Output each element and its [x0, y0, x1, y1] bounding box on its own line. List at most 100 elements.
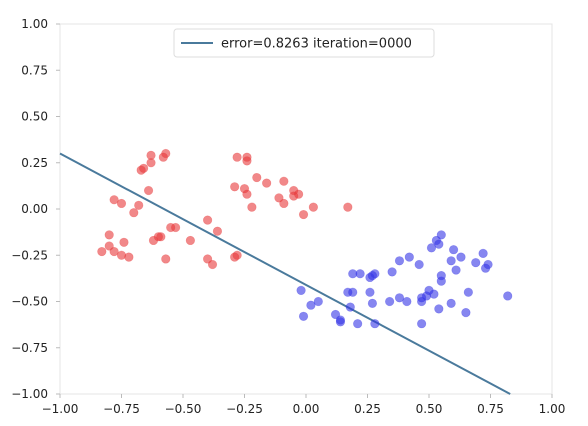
class-blue-point: [446, 256, 456, 266]
class-blue-point: [436, 276, 446, 286]
class-red-point: [129, 208, 139, 218]
class-red-point: [203, 254, 213, 264]
decision-boundary-line: [59, 152, 511, 395]
class-blue-point: [394, 256, 405, 266]
class-red-point: [279, 176, 289, 186]
x-tick-label: 0.75: [477, 402, 504, 416]
class-blue-point: [313, 296, 323, 307]
class-blue-point: [417, 296, 427, 307]
x-tick-label: −0.50: [165, 402, 202, 416]
class-red-point: [242, 156, 252, 166]
class-blue-point: [503, 291, 513, 301]
class-red-point: [274, 193, 284, 203]
class-red-point: [230, 182, 240, 192]
class-blue-point: [355, 269, 365, 279]
class-red-point: [232, 152, 242, 162]
class-blue-point: [449, 245, 459, 255]
class-blue-point: [434, 304, 444, 314]
class-blue-point: [345, 302, 355, 312]
y-tick-label: −0.50: [11, 295, 48, 309]
y-tick-label: −1.00: [11, 387, 48, 401]
class-red-point: [279, 198, 289, 209]
class-blue-point: [365, 287, 375, 297]
decision-line-group: [59, 152, 511, 395]
class-red-point: [143, 185, 154, 196]
class-red-point: [97, 246, 107, 257]
class-blue-point: [436, 230, 446, 240]
class-red-point: [116, 198, 127, 209]
class-blue-point: [353, 319, 363, 329]
class-red-point: [298, 209, 309, 220]
class-red-point: [308, 202, 318, 212]
legend: error=0.8263 iteration=0000: [173, 28, 435, 58]
y-tick-label: −0.25: [11, 248, 48, 262]
class-blue-point: [451, 265, 461, 275]
class-blue-point: [335, 315, 346, 325]
plot-area: [59, 23, 553, 395]
class-blue-point: [367, 298, 378, 308]
class-red-point: [185, 235, 195, 246]
class-blue-point: [414, 259, 424, 270]
class-red-point: [161, 254, 171, 264]
class-blue-point: [367, 271, 378, 281]
class-blue-point: [426, 243, 437, 253]
class-blue-point: [348, 287, 358, 297]
y-tick-label: 0.00: [21, 202, 48, 216]
class-red-point: [171, 222, 181, 233]
legend-label: error=0.8263 iteration=0000: [221, 37, 412, 52]
y-tick-label: 1.00: [21, 17, 48, 31]
class-red-point: [212, 226, 223, 236]
class-red-point: [136, 165, 146, 175]
y-tick-label: 0.75: [21, 63, 48, 77]
class-blue-point: [330, 309, 341, 320]
x-tick-label: 1.00: [539, 402, 566, 416]
class-red-point: [158, 152, 168, 162]
x-tick-label: −1.00: [42, 402, 79, 416]
y-tick-label: −0.75: [11, 341, 48, 355]
x-tick-label: 0.25: [354, 402, 381, 416]
class-red-point: [134, 200, 144, 210]
class-red-point: [230, 252, 240, 262]
class-blue-point: [370, 319, 380, 329]
class-red-point: [252, 172, 262, 183]
x-tick-label: −0.25: [226, 402, 263, 416]
class-red-point: [148, 235, 159, 246]
class-blue-point: [461, 308, 471, 318]
x-axis-ticks: −1.00 −0.75 −0.50 −0.25 0.00 0.25 0.50 0.75 1.00: [42, 394, 566, 416]
class-red-point: [207, 259, 218, 270]
class-red-point: [289, 191, 299, 201]
class-blue-point: [417, 319, 427, 329]
class-blue-point: [296, 285, 306, 296]
legend-box: [173, 28, 435, 58]
axes-frame: [59, 23, 553, 395]
class-blue-point: [471, 258, 481, 268]
class-red-point: [104, 230, 114, 240]
x-tick-label: −0.75: [103, 402, 140, 416]
x-tick-label: 0.00: [293, 402, 320, 416]
class-red-point: [203, 215, 213, 225]
class-red-point: [343, 202, 353, 212]
y-tick-label: 0.50: [21, 110, 48, 124]
class-blue-point: [483, 259, 493, 270]
class-red-point: [242, 189, 252, 199]
class-red-point: [109, 195, 119, 205]
class-blue-point: [298, 311, 309, 321]
data-points: [97, 148, 513, 329]
class-blue-point: [404, 252, 414, 262]
class-blue-point: [385, 296, 395, 307]
y-tick-label: 0.25: [21, 156, 48, 170]
class-blue-point: [402, 296, 412, 307]
class-blue-point: [463, 287, 473, 297]
x-tick-label: 0.50: [416, 402, 443, 416]
class-blue-point: [434, 239, 444, 249]
class-blue-point: [456, 252, 466, 262]
class-red-point: [146, 158, 156, 168]
class-blue-point: [446, 298, 456, 308]
class-blue-point: [478, 248, 488, 258]
class-red-point: [104, 241, 114, 251]
class-red-point: [109, 246, 119, 257]
class-blue-point: [394, 293, 405, 303]
class-red-point: [119, 237, 129, 247]
